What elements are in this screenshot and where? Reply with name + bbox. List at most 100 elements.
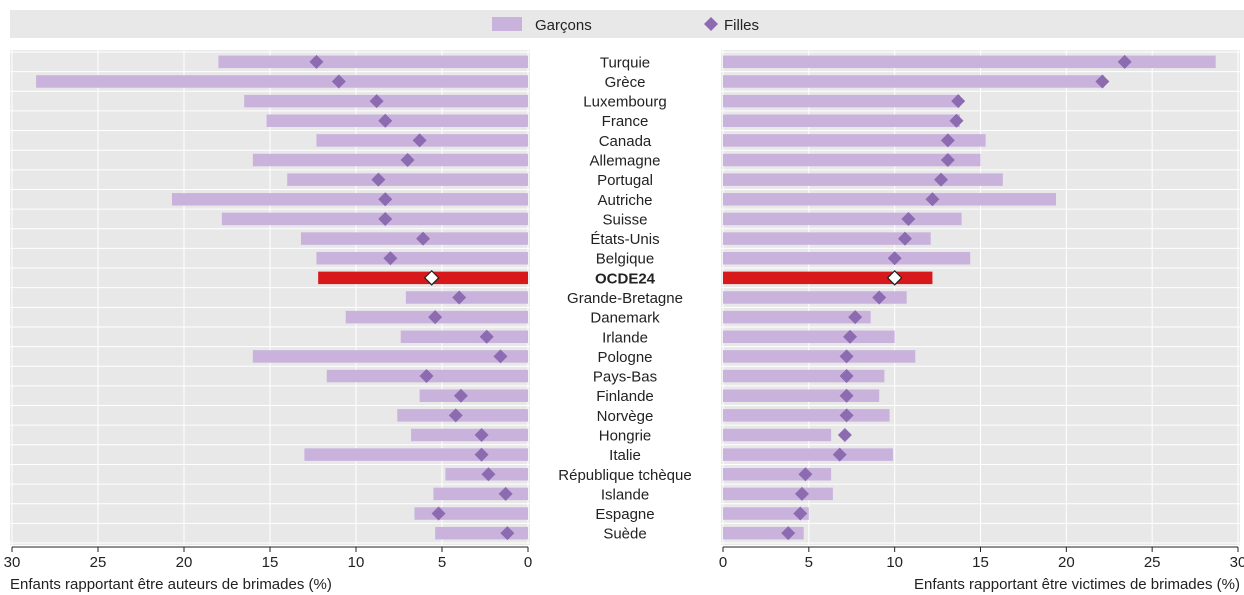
victims-girls-marker: [798, 467, 813, 482]
bullies-boys-bar: [405, 291, 528, 304]
bullies-x-tick-label: 10: [348, 554, 365, 571]
bullies-girls-marker: [412, 133, 427, 148]
victims-boys-bar: [723, 526, 804, 540]
bullies-girls-marker: [453, 388, 468, 403]
bullies-boys-bar: [304, 448, 528, 461]
victims-boys-bar: [723, 369, 885, 383]
victims-girls-marker: [901, 211, 916, 226]
victims-girls-marker: [940, 133, 955, 148]
victims-boys-bar: [723, 114, 960, 127]
victims-girls-marker: [872, 290, 887, 305]
legend: Garçons Filles: [10, 10, 1244, 38]
bullies-boys-bar: [414, 507, 528, 520]
victims-girls-marker: [1095, 74, 1110, 89]
victims-boys-bar: [723, 310, 871, 324]
country-label: Turquie: [600, 54, 650, 71]
victims-girls-marker: [887, 251, 902, 266]
victims-boys-bar: [723, 389, 880, 402]
legend-girls-diamond-icon: [704, 17, 718, 31]
victims-boys-bar: [723, 487, 833, 501]
victims-x-tick-label: 15: [972, 554, 989, 571]
victims-girls-marker: [925, 192, 940, 207]
bullies-girls-marker: [309, 54, 324, 69]
bullies-x-tick-label: 15: [262, 554, 279, 571]
bullies-boys-bar: [419, 389, 528, 402]
country-label: Italie: [609, 447, 641, 464]
bullies-x-tick-label: 20: [176, 554, 193, 571]
victims-boys-bar: [723, 251, 971, 265]
victims-x-tick-label: 25: [1144, 554, 1161, 571]
victims-girls-marker: [843, 329, 858, 344]
victims-boys-bar: [723, 55, 1216, 69]
bullies-boys-bar: [316, 251, 528, 265]
country-label: États-Unis: [590, 231, 659, 248]
bullies-girls-marker: [331, 74, 346, 89]
bullies-girls-marker: [378, 192, 393, 207]
country-label: Pays-Bas: [593, 369, 657, 386]
victims-girls-marker: [832, 447, 847, 462]
victims-boys-bar: [723, 212, 962, 226]
country-label: Luxembourg: [583, 94, 666, 111]
victims-girls-marker: [886, 270, 903, 286]
victims-boys-bar: [723, 153, 981, 167]
country-label: Grèce: [605, 74, 646, 91]
legend-girls-label: Filles: [724, 17, 759, 34]
country-label: Suisse: [602, 211, 647, 228]
bullies-boys-bar: [300, 232, 528, 245]
bullies-girls-marker: [419, 369, 434, 384]
bullies-girls-marker: [371, 172, 386, 187]
victims-girls-marker: [839, 408, 854, 423]
victims-boys-bar: [723, 291, 907, 304]
victims-girls-marker: [794, 486, 809, 501]
victims-boys-bar: [723, 448, 893, 461]
bullies-girls-marker: [448, 408, 463, 423]
country-label: Danemark: [590, 310, 660, 327]
bullies-boys-bar: [218, 55, 528, 69]
victims-x-tick-label: 20: [1058, 554, 1075, 571]
bullies-girls-marker: [474, 447, 489, 462]
bullies-girls-marker: [383, 251, 398, 266]
bullies-girls-marker: [493, 349, 508, 364]
country-label: Canada: [599, 133, 652, 150]
country-label: Allemagne: [590, 153, 661, 170]
bullies-girls-marker: [369, 94, 384, 109]
victims-girls-marker: [839, 388, 854, 403]
victims-girls-marker: [793, 506, 808, 521]
panel-victims: 0 5 10 15 20 25 30: [719, 50, 1244, 571]
bullies-girls-marker: [498, 486, 513, 501]
country-label: Finlande: [596, 388, 654, 405]
country-label: Portugal: [597, 172, 653, 189]
country-label: France: [602, 113, 649, 130]
country-label: Belgique: [596, 251, 654, 268]
bullies-boys-bar: [244, 94, 528, 108]
legend-background: [10, 10, 1244, 38]
victims-girls-marker: [848, 310, 863, 325]
victims-boys-bar: [723, 428, 832, 442]
victims-boys-bar: [723, 232, 931, 245]
victims-girls-marker: [940, 153, 955, 168]
bullies-girls-marker: [378, 113, 393, 128]
legend-boys-label: Garçons: [535, 17, 592, 34]
victims-girls-marker: [951, 94, 966, 109]
country-label: Pologne: [597, 349, 652, 366]
victims-x-tick-label: 5: [805, 554, 813, 571]
bullies-boys-bar: [221, 212, 528, 226]
victims-girls-marker: [781, 526, 796, 541]
left-axis-title: Enfants rapportant être auteurs de brima…: [10, 576, 332, 593]
victims-boys-bar: [723, 350, 916, 363]
country-labels: Turquie Grèce Luxembourg France Canada Allema…: [558, 54, 691, 542]
bullies-girls-marker: [431, 506, 446, 521]
bullies-boys-bar: [36, 75, 529, 88]
bullies-boys-bar: [252, 350, 529, 363]
victims-x-tick-label: 10: [886, 554, 903, 571]
victims-boys-bar: [723, 134, 986, 147]
victims-x-tick-label: 0: [719, 554, 727, 571]
bullies-girls-marker: [479, 329, 494, 344]
bullies-x-tick-label: 25: [90, 554, 107, 571]
country-label: Norvège: [597, 408, 654, 425]
victims-girls-marker: [839, 369, 854, 384]
bullies-boys-bar: [171, 193, 528, 206]
bullies-boys-bar: [433, 487, 528, 501]
country-label: OCDE24: [595, 270, 656, 287]
